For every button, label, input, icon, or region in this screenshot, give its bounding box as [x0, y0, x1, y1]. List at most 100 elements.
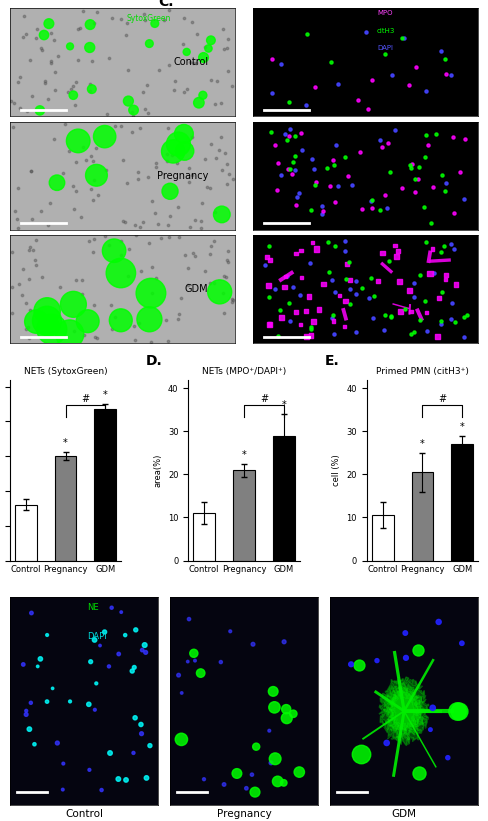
Point [105, 52, 113, 65]
Point [207, 34, 215, 47]
Point [224, 65, 232, 78]
Point [331, 195, 339, 209]
Point [341, 235, 349, 248]
Point [427, 216, 435, 229]
Point [423, 325, 431, 338]
Point [89, 154, 97, 167]
Point [46, 196, 54, 209]
Point [136, 221, 143, 234]
Point [189, 57, 197, 70]
Point [451, 315, 459, 328]
Point [364, 103, 372, 116]
Point [422, 235, 430, 248]
Point [117, 606, 125, 619]
Point [132, 623, 140, 636]
Point [86, 18, 94, 31]
Point [22, 296, 30, 310]
Point [423, 84, 430, 97]
Point [118, 13, 125, 26]
Point [393, 250, 401, 264]
Point [8, 306, 16, 319]
Point [175, 230, 183, 243]
Point [442, 67, 449, 80]
Point [313, 242, 321, 255]
Polygon shape [386, 687, 422, 735]
Point [96, 639, 104, 652]
Point [444, 751, 452, 764]
Point [41, 75, 49, 88]
Point [145, 313, 153, 326]
Point [80, 328, 88, 342]
Point [428, 242, 436, 255]
Bar [273, 436, 295, 561]
Text: DAPI: DAPI [377, 45, 393, 51]
Point [376, 134, 384, 147]
Point [33, 323, 41, 336]
Point [185, 176, 193, 189]
Point [144, 170, 152, 183]
Point [207, 240, 215, 253]
Point [131, 219, 139, 232]
Point [130, 319, 138, 333]
Point [115, 773, 122, 786]
Point [143, 107, 151, 120]
Point [163, 147, 170, 160]
Point [22, 27, 30, 40]
Point [102, 229, 109, 242]
Point [391, 239, 399, 252]
Point [291, 149, 299, 163]
Point [123, 270, 131, 283]
Point [19, 288, 26, 301]
Point [416, 314, 424, 327]
Point [396, 275, 404, 288]
Point [56, 281, 64, 294]
Point [420, 200, 428, 213]
Point [169, 144, 177, 158]
Point [183, 45, 191, 58]
Point [98, 783, 105, 796]
Point [86, 84, 94, 97]
Point [101, 130, 108, 143]
Point [164, 122, 172, 135]
Point [26, 241, 34, 254]
Point [218, 164, 225, 177]
Point [157, 232, 165, 245]
Point [460, 330, 468, 343]
Point [341, 150, 349, 163]
Point [285, 314, 293, 328]
Point [207, 73, 215, 86]
Point [432, 127, 440, 140]
Point [86, 41, 94, 54]
Point [20, 9, 28, 22]
Point [292, 305, 300, 319]
Point [9, 281, 17, 294]
Bar [233, 470, 255, 561]
Point [119, 154, 126, 167]
Point [280, 635, 288, 649]
Point [59, 167, 67, 180]
Point [137, 718, 145, 731]
Point [346, 297, 354, 310]
Point [386, 165, 394, 178]
Point [220, 307, 228, 320]
Point [224, 255, 232, 268]
Point [220, 778, 228, 791]
Point [271, 139, 279, 152]
Point [274, 330, 282, 343]
Point [105, 238, 113, 251]
Point [276, 304, 284, 317]
Point [145, 37, 153, 50]
Point [183, 279, 191, 292]
Point [181, 85, 188, 99]
Point [151, 17, 159, 30]
Point [302, 99, 310, 112]
Point [103, 107, 111, 120]
Point [213, 75, 221, 88]
Point [79, 5, 87, 18]
Point [224, 33, 232, 46]
Point [51, 84, 59, 97]
Point [188, 16, 196, 29]
Bar [372, 516, 394, 561]
Point [160, 13, 168, 26]
Point [33, 315, 41, 328]
